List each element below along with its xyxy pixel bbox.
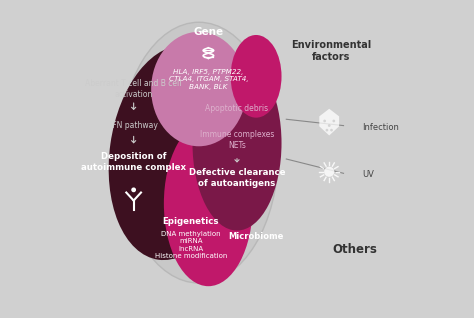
Text: Aberrant T cell and B cell
activation: Aberrant T cell and B cell activation	[85, 79, 182, 99]
Circle shape	[328, 124, 330, 127]
Circle shape	[323, 120, 326, 122]
Ellipse shape	[151, 32, 246, 146]
Ellipse shape	[109, 45, 238, 260]
Text: Others: Others	[332, 243, 377, 256]
Ellipse shape	[231, 35, 282, 118]
Text: Epigenetics: Epigenetics	[163, 217, 219, 225]
Ellipse shape	[164, 121, 253, 286]
Text: DNA methylation
miRNA
lncRNA
Histone modification: DNA methylation miRNA lncRNA Histone mod…	[155, 231, 227, 259]
Ellipse shape	[192, 56, 282, 231]
Text: Environmental
factors: Environmental factors	[291, 40, 371, 62]
Circle shape	[330, 129, 333, 132]
Ellipse shape	[119, 22, 278, 283]
Text: HLA, IRF5, PTPM22,
CTLA4, ITGAM, STAT4,
BANK, BLK: HLA, IRF5, PTPM22, CTLA4, ITGAM, STAT4, …	[169, 69, 248, 90]
Text: Infection: Infection	[363, 123, 400, 132]
Text: Gene: Gene	[193, 27, 223, 37]
Text: IFN pathway: IFN pathway	[109, 121, 157, 130]
Circle shape	[332, 120, 335, 122]
Text: Deposition of
autoimmune complex: Deposition of autoimmune complex	[81, 152, 186, 172]
Text: Microbiome: Microbiome	[228, 232, 283, 241]
Polygon shape	[319, 109, 339, 135]
Text: Defective clearance
of autoantigens: Defective clearance of autoantigens	[189, 168, 285, 188]
Circle shape	[326, 129, 328, 132]
Text: Apoptotic debris: Apoptotic debris	[205, 104, 269, 113]
Text: Immune complexes
NETs: Immune complexes NETs	[200, 130, 274, 150]
Text: UV: UV	[363, 170, 374, 179]
Circle shape	[131, 187, 136, 192]
Circle shape	[324, 167, 334, 177]
